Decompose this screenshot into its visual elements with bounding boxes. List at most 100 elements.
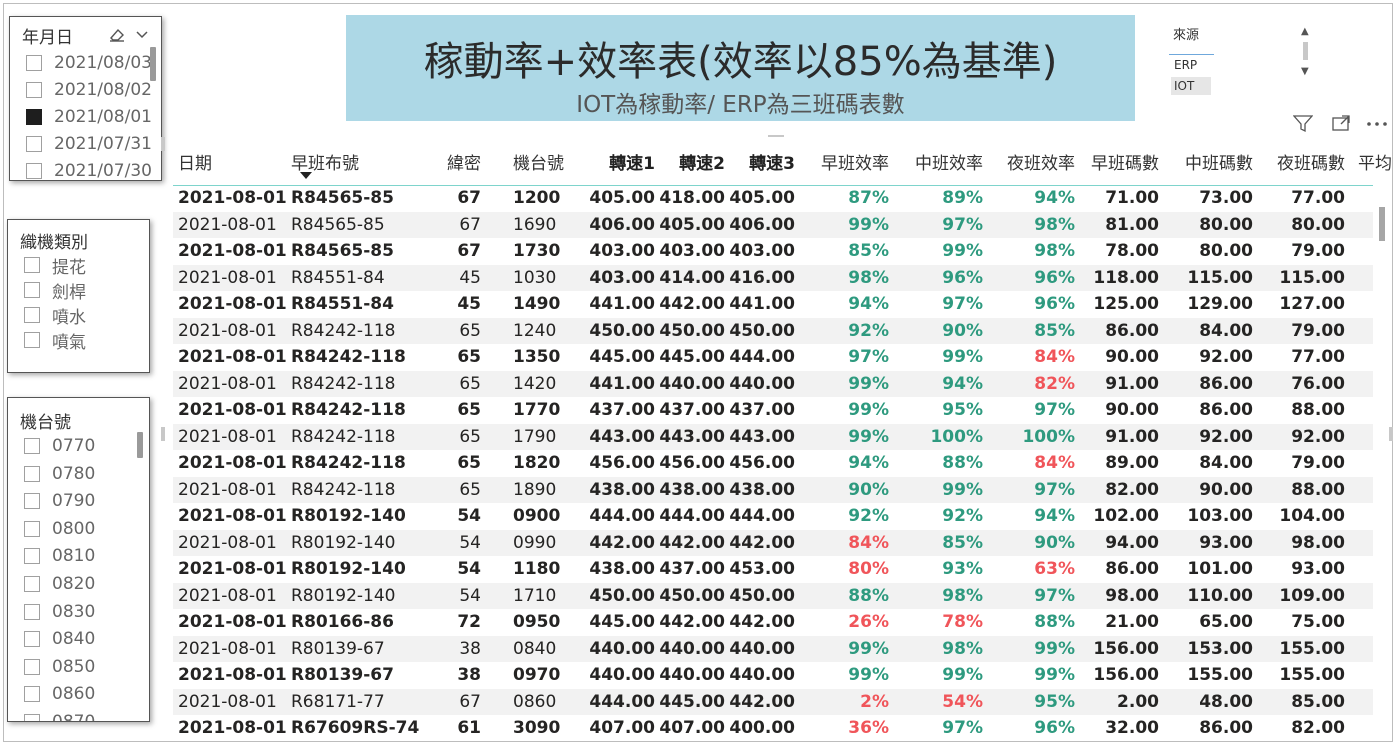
checkbox[interactable] [24,307,40,323]
checkbox[interactable] [24,603,40,620]
column-header[interactable]: 中班效率 [915,154,983,174]
machine-slicer-item[interactable]: 0780 [24,462,95,486]
table-cell: 445.00 [659,347,725,367]
source-option-iot[interactable]: IOT [1171,77,1211,95]
more-options-icon[interactable] [1364,114,1390,134]
machine-slicer-item[interactable]: 0790 [24,489,95,513]
column-header[interactable]: 早班效率 [821,154,889,174]
date-slicer-scrollbar[interactable] [150,47,156,81]
column-header[interactable]: 平均 [1358,154,1392,174]
table-cell: 86.00 [1199,400,1253,420]
scroll-up-icon[interactable]: ▲ [1301,26,1309,37]
column-header[interactable]: 轉速1 [609,154,655,174]
column-header[interactable]: 夜班效率 [1007,154,1075,174]
machine-slicer[interactable]: 機台號 0770 0780 0790 0800 0810 0820 0830 0840 0850… [7,397,150,722]
machine-slicer-item[interactable]: 0830 [24,600,95,624]
checkbox[interactable] [24,686,40,703]
table-cell: 407.00 [659,718,725,733]
checkbox[interactable] [26,136,42,152]
checkbox[interactable] [24,257,40,273]
checkbox[interactable] [26,55,42,71]
table-cell: 444.00 [729,506,795,526]
scroll-down-icon[interactable]: ▼ [1301,66,1309,77]
machine-slicer-item[interactable]: 0810 [24,544,95,568]
machine-slicer-item[interactable]: 0820 [24,572,95,596]
table-cell: 1180 [513,559,561,579]
table-cell: 2021-08-01 [178,241,287,261]
table-cell: 442.00 [729,612,795,632]
checkbox[interactable] [24,714,40,721]
source-slicer[interactable]: 來源 ERP IOT ▲ ▼ [1165,20,1315,100]
table-cell: 73.00 [1199,188,1253,208]
column-header[interactable]: 中班碼數 [1185,154,1253,174]
machine-slicer-item[interactable]: 0850 [24,655,95,679]
table-row: 2021-08-01 R84551-84 45 1030 403.00 414.00 416… [173,264,1373,291]
table-cell: 90.00 [1199,479,1253,500]
table-cell: 93.00 [1291,559,1345,579]
table-cell: 80.00 [1199,214,1253,235]
checkbox[interactable] [24,520,40,537]
checkbox[interactable] [24,548,40,565]
checkbox[interactable] [26,109,42,125]
loom-type-slicer-item[interactable]: 噴水 [24,303,86,328]
machine-slicer-item[interactable]: 0800 [24,517,95,541]
loom-type-slicer-item[interactable]: 噴氣 [24,328,86,353]
checkbox[interactable] [24,576,40,592]
checkbox[interactable] [24,631,40,648]
table-cell: 437.00 [729,400,795,420]
column-header[interactable]: 早班布號 [291,154,359,174]
resize-handle-right[interactable] [1389,427,1393,441]
table-cell: 94.00 [1105,532,1159,553]
checkbox[interactable] [26,82,42,98]
chevron-down-icon[interactable] [132,25,152,45]
checkbox[interactable] [24,493,40,510]
table-scrollbar[interactable] [1379,197,1385,727]
loom-type-slicer-item[interactable]: 提花 [24,253,86,278]
table-cell: 85% [1034,320,1075,341]
machine-slicer-item[interactable]: 0840 [24,627,95,651]
resize-handle-left[interactable] [161,427,165,441]
column-header[interactable]: 緯密 [447,154,481,174]
source-option-erp[interactable]: ERP [1174,58,1198,72]
column-header[interactable]: 早班碼數 [1091,154,1159,174]
checkbox[interactable] [24,658,40,675]
checkbox[interactable] [24,282,40,298]
checkbox[interactable] [24,465,40,482]
source-slicer-scrollbar[interactable] [1303,42,1308,60]
resize-handle-top-left[interactable] [161,137,165,151]
date-slicer-item[interactable]: 2021/07/31 [26,132,152,156]
date-slicer-item[interactable]: 2021/08/02 [26,78,152,102]
date-slicer-item[interactable]: 2021/08/01 [26,105,152,129]
machine-slicer-item[interactable]: 0870 [24,710,95,721]
checkbox[interactable] [24,438,40,454]
table-cell: 88.00 [1291,400,1345,420]
checkbox[interactable] [24,332,40,348]
table-cell: R84242-118 [291,426,396,447]
column-header[interactable]: 機台號 [513,154,564,174]
filter-icon[interactable] [1292,114,1314,134]
table-cell: 2021-08-01 [178,691,277,712]
column-header[interactable]: 夜班碼數 [1277,154,1345,174]
table-cell: 99% [942,347,983,367]
date-slicer[interactable]: 年月日 2021/08/03 2021/08/02 2021/08/01 2021/0… [9,16,162,181]
table-cell: 54 [457,559,481,579]
column-header[interactable]: 日期 [178,154,212,174]
sort-desc-icon[interactable] [300,172,312,179]
loom-type-slicer[interactable]: 織機類別 提花 劍桿 噴水 噴氣 [7,219,150,373]
date-slicer-item[interactable]: 2021/08/03 [26,51,152,75]
table-scrollbar-thumb[interactable] [1379,207,1385,241]
date-slicer-item[interactable]: 2021/07/30 [26,159,152,180]
column-header[interactable]: 轉速3 [749,154,795,174]
checkbox[interactable] [26,163,42,179]
eraser-icon[interactable] [106,25,128,45]
machine-slicer-scrollbar[interactable] [137,432,143,458]
machine-slicer-item[interactable]: 0770 [24,434,95,458]
focus-mode-icon[interactable] [1330,114,1352,134]
machine-slicer-item[interactable]: 0860 [24,682,95,706]
table-cell: R84565-85 [291,241,394,261]
loom-type-slicer-item[interactable]: 劍桿 [24,278,86,303]
column-header[interactable]: 轉速2 [679,154,725,174]
date-slicer-item-label: 2021/08/03 [54,53,152,73]
table-cell: 2021-08-01 [178,612,287,632]
table-cell: 456.00 [659,453,725,473]
